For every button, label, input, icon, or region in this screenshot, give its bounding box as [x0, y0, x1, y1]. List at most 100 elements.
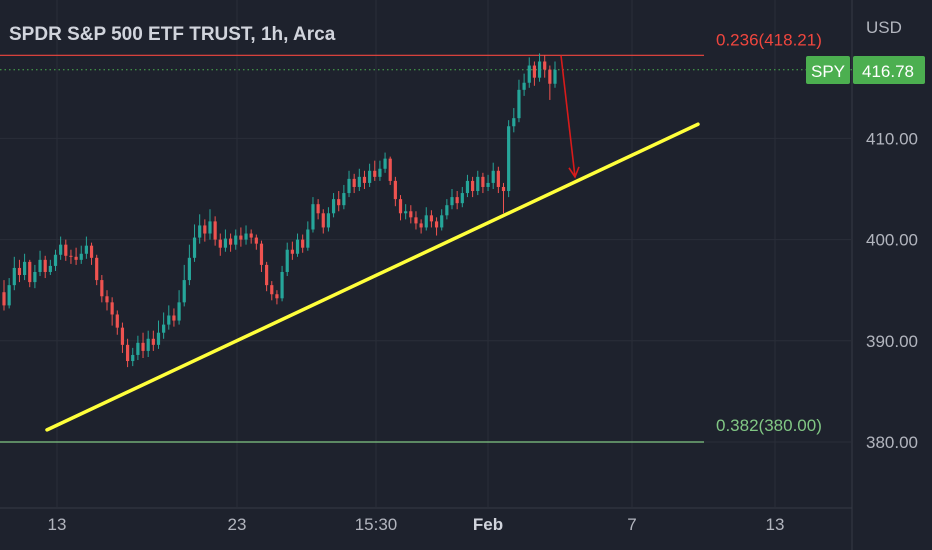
price-tick-label: 410.00	[866, 129, 918, 148]
candle-body	[151, 338, 155, 345]
candle-body	[347, 178, 351, 194]
candle-body	[7, 285, 11, 306]
candle-body	[486, 182, 490, 187]
time-tick-label: 13	[48, 515, 67, 534]
candle-body	[460, 193, 464, 204]
candle-body	[136, 342, 140, 355]
fib-level-0236-label: 0.236(418.21)	[716, 30, 822, 49]
candle-body	[69, 255, 73, 257]
candle-body	[156, 332, 161, 345]
candle-body	[306, 229, 310, 248]
candle-body	[326, 213, 331, 228]
candle-body	[177, 302, 181, 321]
candle-body	[33, 271, 37, 283]
candle-body	[383, 158, 387, 169]
candle-body	[162, 324, 166, 333]
candle-body	[79, 253, 83, 260]
candle-body	[548, 69, 552, 84]
time-tick-label: Feb	[473, 515, 503, 534]
candle-body	[198, 225, 202, 238]
candle-body	[115, 314, 119, 328]
candle-body	[74, 256, 78, 260]
candle-body	[131, 354, 135, 362]
candle-body	[270, 285, 274, 295]
candle-body	[445, 205, 449, 216]
candle-body	[53, 254, 58, 266]
candle-body	[141, 342, 145, 351]
candle-body	[249, 233, 253, 238]
ascending-trendline[interactable]	[45, 122, 700, 432]
candle-body	[331, 199, 336, 214]
candle-body	[95, 257, 99, 281]
price-axis-background[interactable]	[852, 0, 932, 550]
down-arrow-annotation[interactable]	[560, 55, 580, 179]
time-tick-label: 13	[766, 515, 785, 534]
symbol-badge-bg	[806, 56, 850, 84]
candle-body	[357, 176, 361, 187]
candle-body	[105, 296, 109, 303]
candle-body	[393, 180, 397, 200]
candle-body	[517, 89, 521, 119]
candle-body	[481, 176, 485, 187]
candle-body	[501, 186, 506, 192]
candle-body	[125, 344, 130, 362]
candle-body	[424, 215, 428, 228]
candle-body	[543, 61, 547, 70]
time-tick-label: 23	[228, 515, 247, 534]
candle-body	[259, 243, 264, 265]
candle-body	[89, 245, 94, 258]
candle-body	[368, 170, 372, 183]
candle-body	[476, 176, 480, 192]
candle-body	[512, 118, 516, 127]
candle-body	[167, 315, 171, 325]
last-price-badge-label: 416.78	[862, 62, 914, 81]
candle-body	[203, 225, 207, 234]
candle-body	[352, 178, 356, 187]
candle-body	[342, 193, 346, 206]
candle-body	[48, 265, 52, 272]
candle-body	[43, 259, 47, 272]
candle-body	[522, 82, 526, 90]
currency-label: USD	[866, 18, 902, 37]
candle-body	[218, 239, 222, 248]
candle-body	[301, 239, 305, 248]
candle-body	[491, 170, 495, 183]
candle-body	[275, 294, 279, 299]
candle-body	[465, 180, 470, 194]
candle-body	[450, 197, 454, 206]
candle-body	[64, 244, 68, 256]
candle-body	[213, 221, 217, 240]
candle-body	[234, 235, 238, 245]
price-axis-ticks: 410.00 400.00 390.00 380.00	[866, 129, 918, 452]
candle-body	[434, 221, 439, 228]
candle-body	[419, 223, 423, 228]
candle-body	[28, 261, 32, 283]
candle-body	[187, 257, 191, 281]
candle-body	[362, 176, 367, 183]
symbol-price-badge[interactable]: SPY 416.78	[806, 56, 925, 84]
candle-body	[414, 217, 418, 224]
candle-body	[182, 280, 186, 303]
candle-body	[398, 199, 403, 214]
candle-body	[440, 215, 444, 228]
time-tick-label: 15:30	[355, 515, 398, 534]
candle-body	[192, 237, 197, 258]
symbol-badge-label: SPY	[811, 62, 845, 81]
candle-body	[23, 261, 27, 276]
arrow-head	[568, 166, 580, 179]
candle-body	[223, 238, 228, 248]
candle-body	[455, 197, 459, 204]
candle-body	[38, 259, 42, 272]
candle-body	[532, 65, 536, 78]
candle-body	[239, 235, 243, 240]
candle-body	[146, 338, 150, 351]
candle-body	[12, 267, 16, 286]
candle-body	[17, 267, 22, 276]
fib-level-0382-label: 0.382(380.00)	[716, 416, 822, 435]
candle-body	[537, 61, 542, 78]
last-price-badge-bg	[853, 56, 925, 84]
candle-body	[373, 170, 377, 177]
